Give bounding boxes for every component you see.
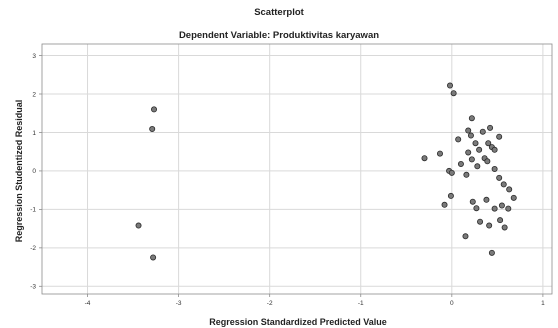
scatter-point [476, 146, 483, 153]
chart-title: Scatterplot [254, 7, 304, 18]
scatter-point [497, 217, 504, 224]
scatter-point [149, 126, 156, 133]
plot-area-frame [41, 43, 553, 295]
scatter-point [473, 205, 480, 212]
y-tick-label: 2 [32, 91, 36, 98]
scatter-point [486, 222, 493, 229]
scatter-point [510, 194, 517, 201]
axis-ticks: -4 -3 -2 -1 0 1 -3 -2 -1 0 1 2 3 [30, 53, 545, 307]
scatter-point [500, 181, 507, 188]
data-points [135, 82, 517, 261]
scatter-point [469, 198, 476, 205]
x-tick-label: -3 [176, 300, 182, 307]
scatter-point [474, 163, 481, 170]
scatter-point [467, 132, 474, 139]
y-tick-label: -2 [30, 245, 36, 252]
scatter-point [465, 149, 472, 156]
x-tick-label: -2 [267, 300, 273, 307]
scatter-point [150, 254, 157, 261]
x-tick-label: -1 [358, 300, 364, 307]
scatter-point [468, 156, 475, 163]
scatter-point [135, 222, 142, 229]
scatter-point [462, 233, 469, 240]
scatter-point [491, 205, 498, 212]
scatter-point [479, 128, 486, 135]
scatter-point [468, 115, 475, 122]
scatter-point [501, 224, 508, 231]
scatter-point [477, 218, 484, 225]
scatter-point [498, 202, 505, 209]
scatter-point [483, 196, 490, 203]
y-tick-label: -1 [30, 207, 36, 214]
scatter-point [463, 171, 470, 178]
scatter-point [455, 136, 462, 143]
scatter-point [465, 127, 472, 134]
y-tick-label: 1 [32, 130, 36, 137]
scatter-point [447, 192, 454, 199]
scatter-point [506, 186, 513, 193]
x-tick-label: 0 [450, 300, 454, 307]
y-axis-label: Regression Studentized Residual [14, 100, 24, 243]
scatter-point [505, 205, 512, 212]
scatter-point [496, 133, 503, 140]
y-tick-label: 3 [32, 53, 36, 60]
y-tick-label: 0 [32, 168, 36, 175]
scatter-point [488, 249, 495, 256]
scatter-point [436, 150, 443, 157]
scatter-point [491, 165, 498, 172]
scatter-point [446, 82, 453, 89]
scatter-point [484, 158, 491, 165]
scatter-point [496, 174, 503, 181]
grid-lines [42, 44, 552, 294]
scatter-point [421, 155, 428, 162]
x-tick-label: -4 [85, 300, 91, 307]
chart-subtitle: Dependent Variable: Produktivitas karyaw… [179, 30, 379, 41]
scatter-point [472, 140, 479, 147]
x-tick-label: 1 [541, 300, 545, 307]
scatter-point [151, 106, 158, 113]
scatter-point [487, 124, 494, 131]
scatter-point [485, 140, 492, 147]
y-tick-label: -3 [30, 284, 36, 291]
scatter-point [441, 201, 448, 208]
scatter-point [491, 146, 498, 153]
scatter-point [457, 160, 464, 167]
scatter-point [450, 90, 457, 97]
scatter-point [448, 169, 455, 176]
x-axis-label: Regression Standardized Predicted Value [209, 317, 387, 327]
